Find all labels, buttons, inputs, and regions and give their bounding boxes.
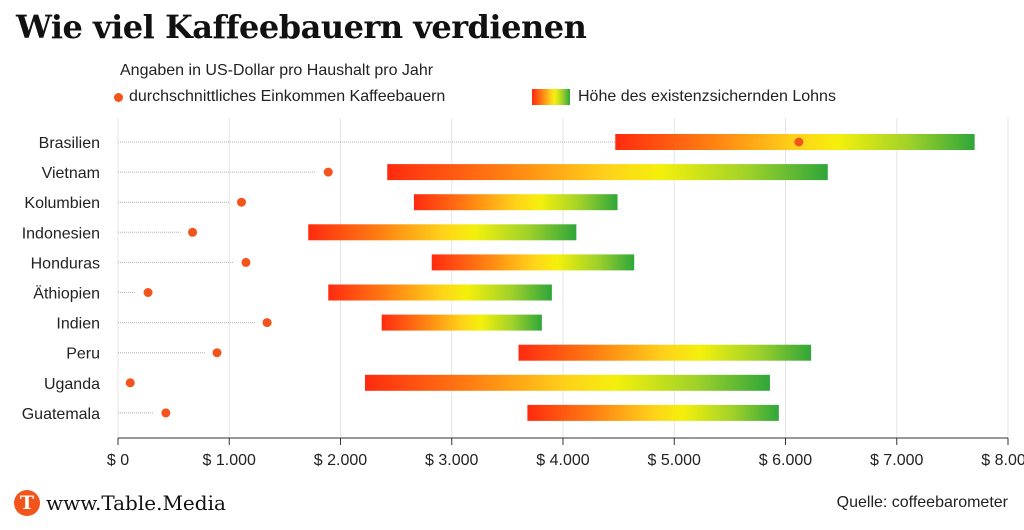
x-tick-label: $ 2.000 [314,452,367,469]
legend-item-income: durchschnittliches Einkommen Kaffeebauer… [114,88,445,106]
chart-row: Peru [66,344,812,363]
x-tick-label: $ 8.000 [981,452,1024,469]
logo-t-icon: T [14,490,40,516]
category-label: Honduras [31,255,100,272]
income-dot [794,137,804,147]
wage-range-bar [527,404,779,421]
x-tick-label: $ 7.000 [870,452,923,469]
income-dot [323,167,333,177]
x-tick-label: $ 1.000 [203,452,256,469]
wage-range-bar [518,344,812,361]
wage-range-bar [308,224,577,241]
category-label: Brasilien [39,135,100,152]
chart-row: Vietnam [42,164,828,182]
source-note: Quelle: coffeebarometer [836,494,1008,511]
chart-title: Wie viel Kaffeebauern verdienen [16,8,587,46]
x-tick-label: $ 4.000 [536,452,589,469]
wage-range-bar [364,374,770,391]
chart-row: Honduras [31,254,635,272]
table-media-logo: T www.Table.Media [14,490,226,516]
category-label: Guatemala [22,406,100,423]
wage-range-bar [387,164,828,181]
x-tick-label: $ 6.000 [759,452,812,469]
income-dot [212,348,222,358]
chart-row: Kolumbien [24,194,618,212]
wage-range-bar [381,314,542,331]
income-dot [161,408,171,418]
income-dot [236,197,246,207]
category-label: Uganda [44,376,100,393]
income-dot [125,378,135,388]
category-label: Peru [66,346,100,363]
chart-row: Indonesien [22,224,577,242]
wage-range-bar [328,284,552,301]
category-label: Indonesien [22,225,100,242]
chart-row: Brasilien [39,134,975,152]
chart-rows: Brasilien Vietnam Kolumbien Indonesien Hondu… [22,134,975,423]
income-dot [188,227,198,237]
chart-subtitle: Angaben in US-Dollar pro Haushalt pro Ja… [120,62,434,79]
income-dot [262,318,272,328]
x-tick-label: $ 5.000 [648,452,701,469]
legend-item-wage: Höhe des existenzsichernden Lohns [532,88,836,106]
chart-row: Uganda [44,374,770,393]
legend-dot-icon [114,92,123,102]
income-dot [241,257,251,267]
wage-range-bar [413,194,618,211]
category-label: Vietnam [42,165,100,182]
chart-row: Guatemala [22,404,779,423]
category-label: Indien [56,316,100,333]
income-dot [143,288,153,297]
range-bar-chart: Brasilien Vietnam Kolumbien Indonesien Hondu… [22,118,1024,469]
chart-row: Indien [56,314,542,333]
legend-label-income: durchschnittliches Einkommen Kaffeebauer… [129,88,446,105]
x-axis: $ 0 $ 1.000 $ 2.000 $ 3.000 $ 4.000 $ 5.000 $ … [107,437,1024,469]
legend-gradient-swatch [532,89,570,105]
x-tick-label: $ 0 [107,452,129,469]
logo-text: www.Table.Media [46,491,226,515]
x-tick-label: $ 3.000 [425,452,478,469]
chart-row: Äthiopien [33,284,552,303]
category-label: Äthiopien [33,285,100,303]
legend-label-wage: Höhe des existenzsichernden Lohns [578,88,836,105]
category-label: Kolumbien [24,195,100,212]
wage-range-bar [431,254,635,271]
